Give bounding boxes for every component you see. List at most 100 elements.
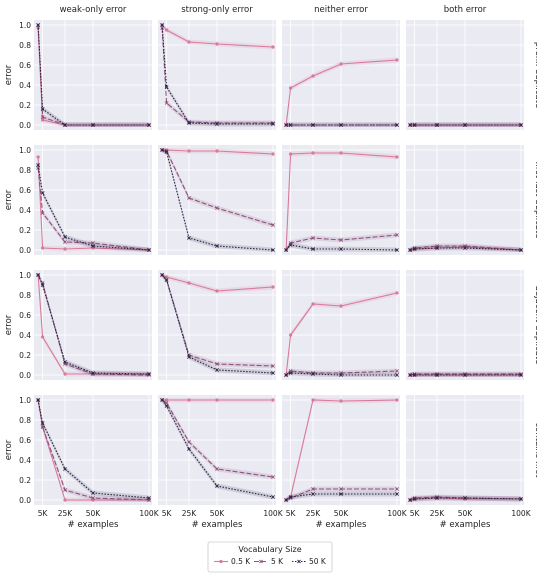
series-point bbox=[160, 23, 165, 27]
series-point bbox=[271, 248, 275, 252]
y-axis-label: error bbox=[4, 64, 14, 85]
series-point bbox=[91, 123, 95, 127]
series-point bbox=[36, 273, 41, 277]
series-point bbox=[395, 373, 399, 377]
row-title: contains first bbox=[533, 422, 537, 478]
y-tick-label: 0.2 bbox=[19, 101, 31, 110]
series-point bbox=[187, 196, 191, 200]
series-point bbox=[36, 398, 41, 402]
y-tick-label: 0.0 bbox=[19, 371, 31, 380]
y-tick-label: 0.8 bbox=[19, 291, 31, 300]
column-title: both error bbox=[444, 5, 487, 15]
series-point bbox=[311, 492, 315, 496]
series-point bbox=[408, 373, 413, 377]
series-point bbox=[40, 425, 45, 429]
series-line bbox=[161, 399, 274, 498]
series-point bbox=[63, 123, 67, 127]
series-point bbox=[215, 368, 219, 372]
series-point bbox=[435, 123, 439, 127]
series-point bbox=[395, 58, 399, 62]
series-point bbox=[91, 244, 95, 248]
series-point bbox=[519, 497, 523, 501]
series-point bbox=[63, 240, 67, 244]
series-point bbox=[165, 275, 169, 279]
series-point bbox=[395, 248, 399, 252]
series-point bbox=[215, 42, 219, 46]
x-tick-label: 50K bbox=[86, 509, 102, 518]
y-tick-label: 1.0 bbox=[19, 146, 31, 155]
series-point bbox=[36, 155, 40, 159]
series-point bbox=[395, 123, 399, 127]
panel bbox=[282, 20, 400, 130]
series-point bbox=[339, 247, 343, 251]
series-point bbox=[215, 289, 219, 293]
series-point bbox=[271, 223, 275, 227]
row-title: prefix duplicate bbox=[533, 42, 537, 108]
series-line bbox=[37, 164, 150, 251]
series-point bbox=[395, 369, 399, 373]
series-point bbox=[408, 498, 413, 502]
series-point bbox=[271, 398, 275, 402]
legend-marker bbox=[297, 559, 301, 564]
x-tick-label: 25K bbox=[182, 509, 198, 518]
series-point bbox=[63, 498, 67, 502]
x-tick-label: 50K bbox=[210, 509, 226, 518]
x-tick-label: 5K bbox=[410, 509, 421, 518]
series-line bbox=[409, 496, 522, 501]
series-point bbox=[412, 123, 417, 127]
series-point bbox=[164, 404, 169, 408]
y-tick-label: 0.2 bbox=[19, 351, 31, 360]
panel bbox=[406, 145, 524, 255]
legend-box bbox=[207, 541, 333, 573]
x-tick-label: 25K bbox=[430, 509, 446, 518]
y-tick-label: 0.2 bbox=[19, 226, 31, 235]
series-point bbox=[271, 45, 275, 49]
series-point bbox=[271, 152, 275, 156]
y-tick-label: 0.8 bbox=[19, 416, 31, 425]
x-axis-label: # examples bbox=[68, 520, 119, 530]
legend: Vocabulary Size 0.5 K 5 K 50 K bbox=[207, 541, 333, 573]
series-point bbox=[311, 247, 315, 251]
series-point bbox=[284, 123, 289, 127]
series-point bbox=[271, 364, 275, 368]
x-tick-label: 5K bbox=[38, 509, 49, 518]
series-point bbox=[339, 151, 343, 155]
series-point bbox=[271, 475, 275, 479]
x-axis-label: # examples bbox=[316, 520, 367, 530]
series-point bbox=[311, 372, 315, 376]
y-tick-label: 0.6 bbox=[19, 311, 31, 320]
y-axis-label: error bbox=[4, 439, 14, 460]
series-point bbox=[164, 278, 169, 282]
series-point bbox=[147, 373, 151, 377]
series-point bbox=[271, 121, 275, 125]
x-tick-label: 50K bbox=[458, 509, 474, 518]
y-tick-label: 0.2 bbox=[19, 476, 31, 485]
x-tick-label: 25K bbox=[306, 509, 322, 518]
y-tick-label: 0.0 bbox=[19, 246, 31, 255]
series-point bbox=[519, 373, 523, 377]
series-point bbox=[519, 123, 523, 127]
series-point bbox=[36, 163, 41, 167]
series-point bbox=[395, 492, 399, 496]
series-point bbox=[311, 123, 315, 127]
series-point bbox=[215, 122, 219, 126]
series-point bbox=[40, 421, 45, 425]
legend-title: Vocabulary Size bbox=[238, 545, 301, 554]
panel bbox=[406, 395, 524, 505]
series-point bbox=[288, 243, 293, 247]
x-tick-label: 50K bbox=[334, 509, 350, 518]
series-point bbox=[435, 246, 439, 250]
series-point bbox=[187, 355, 191, 359]
y-tick-label: 0.4 bbox=[19, 81, 31, 90]
series-point bbox=[40, 191, 45, 195]
series-point bbox=[164, 150, 169, 154]
series-point bbox=[63, 488, 67, 492]
panel bbox=[282, 270, 400, 380]
legend-label: 50 K bbox=[309, 557, 327, 566]
series-point bbox=[215, 398, 219, 402]
series-point bbox=[160, 398, 165, 402]
series-band bbox=[162, 273, 273, 294]
series-point bbox=[339, 238, 343, 242]
series-point bbox=[187, 149, 191, 153]
